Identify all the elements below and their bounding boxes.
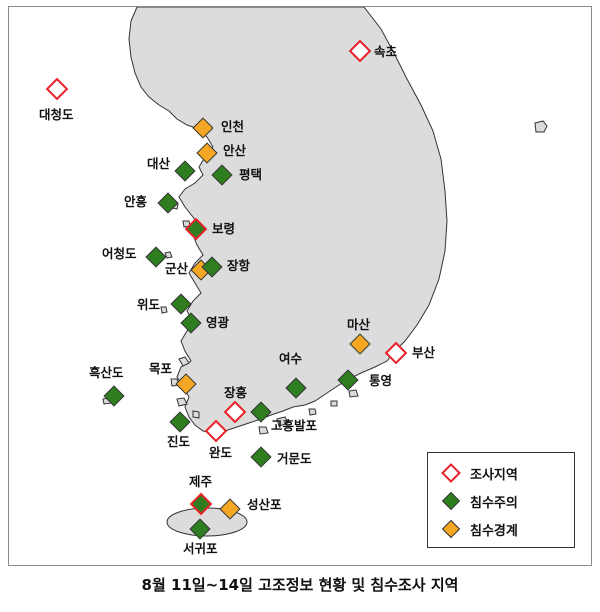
marker-tongyeong[interactable]: 통영 <box>337 369 392 391</box>
marker-jindo-diamond <box>169 411 191 433</box>
map-frame: 속초 대청도 인천 안산 대산 평택 안흥 보령 <box>8 6 592 566</box>
station-label-gunsan: 군산 <box>165 261 189 276</box>
station-label-goheungbalpo: 고흥발포 <box>271 418 318 433</box>
station-label-sokcho: 속초 <box>374 44 398 59</box>
marker-janghang-diamond <box>201 256 223 278</box>
marker-busan[interactable]: 부산 <box>384 341 436 365</box>
station-label-heuksando: 흑산도 <box>89 365 124 380</box>
legend-label-warning: 침수경계 <box>470 523 518 539</box>
station-label-geomundo: 거문도 <box>277 451 312 466</box>
station-label-boryeong: 보령 <box>212 221 235 236</box>
marker-yeosu-diamond <box>285 377 307 399</box>
legend-item-survey: 조사지역 <box>440 461 518 485</box>
marker-geomundo-diamond <box>250 446 272 468</box>
marker-jangheung[interactable]: 장흥 <box>223 385 248 424</box>
marker-daesan-diamond <box>174 160 196 182</box>
marker-heuksando[interactable]: 흑산도 <box>89 365 125 407</box>
station-label-yeonggwang: 영광 <box>206 315 230 330</box>
marker-ansan-diamond <box>196 142 218 164</box>
marker-anheung[interactable]: 안흥 <box>124 192 179 214</box>
marker-anheung-diamond <box>157 192 179 214</box>
station-label-jindo: 진도 <box>167 434 191 449</box>
station-label-wido: 위도 <box>137 297 161 312</box>
station-label-janghang: 장항 <box>227 258 251 273</box>
marker-goheungbalpo-diamond <box>250 401 272 423</box>
marker-incheon-diamond <box>192 117 214 139</box>
station-label-incheon: 인천 <box>221 119 244 134</box>
marker-yeosu[interactable]: 여수 <box>279 351 307 399</box>
legend-label-caution: 침수주의 <box>470 495 518 511</box>
legend-item-warning: 침수경계 <box>440 517 518 541</box>
station-label-daecheongdo: 대청도 <box>39 107 74 122</box>
marker-yeonggwang-diamond <box>180 312 202 334</box>
station-label-wando: 완도 <box>209 445 233 460</box>
station-label-seongsanpo: 성산포 <box>247 497 282 512</box>
station-label-anheung: 안흥 <box>124 194 148 209</box>
marker-masan-diamond <box>349 333 371 355</box>
marker-wando-diamond <box>204 419 228 443</box>
station-label-busan: 부산 <box>412 345 436 360</box>
marker-daecheongdo-diamond <box>45 77 69 101</box>
station-label-seogwipo: 서귀포 <box>183 541 218 556</box>
marker-seogwipo[interactable]: 서귀포 <box>183 518 218 556</box>
east-sea-islet <box>534 120 548 133</box>
marker-yeonggwang[interactable]: 영광 <box>180 312 230 334</box>
marker-jangheung-diamond <box>223 400 247 424</box>
legend-item-caution: 침수주의 <box>440 489 518 513</box>
station-label-jangheung: 장흥 <box>224 385 248 400</box>
station-label-jeju: 제주 <box>189 474 213 489</box>
south-coast-islands <box>102 389 359 435</box>
marker-boryeong-diamond <box>184 217 208 241</box>
marker-gunsan[interactable]: 군산 <box>165 259 212 281</box>
marker-mokpo[interactable]: 목포 <box>149 361 197 395</box>
station-label-tongyeong: 통영 <box>369 373 392 388</box>
marker-daesan[interactable]: 대산 <box>147 156 196 182</box>
marker-incheon[interactable]: 인천 <box>192 117 244 139</box>
marker-heuksando-diamond <box>103 385 125 407</box>
marker-wando[interactable]: 완도 <box>204 419 233 460</box>
marker-seogwipo-diamond <box>189 518 211 540</box>
marker-boryeong[interactable]: 보령 <box>184 217 235 241</box>
legend-label-survey: 조사지역 <box>470 467 518 483</box>
marker-wido-diamond <box>170 293 192 315</box>
marker-eocheongdo-diamond <box>145 246 167 268</box>
marker-jeju-diamond <box>189 492 213 516</box>
survey-diamond-icon <box>441 463 461 483</box>
station-label-mokpo: 목포 <box>149 361 173 376</box>
marker-ansan[interactable]: 안산 <box>196 142 247 164</box>
marker-pyeongtaek[interactable]: 평택 <box>211 164 262 186</box>
marker-pyeongtaek-diamond <box>211 164 233 186</box>
warning-diamond-icon <box>441 519 461 539</box>
marker-seongsanpo-diamond <box>219 498 241 520</box>
station-label-masan: 마산 <box>347 317 371 332</box>
marker-seongsanpo[interactable]: 성산포 <box>219 497 282 520</box>
marker-geomundo[interactable]: 거문도 <box>250 446 312 468</box>
marker-daecheongdo[interactable]: 대청도 <box>39 77 74 122</box>
marker-mokpo-diamond <box>175 373 197 395</box>
marker-jindo[interactable]: 진도 <box>167 411 191 449</box>
marker-sokcho-diamond <box>348 39 372 63</box>
marker-janghang[interactable]: 장항 <box>201 256 251 278</box>
station-label-ansan: 안산 <box>223 143 247 158</box>
korea-map: 속초 대청도 인천 안산 대산 평택 안흥 보령 <box>39 7 548 556</box>
marker-wido[interactable]: 위도 <box>137 293 192 315</box>
peninsula-landmass <box>128 7 448 434</box>
marker-busan-diamond <box>384 341 408 365</box>
marker-eocheongdo[interactable]: 어청도 <box>102 246 167 268</box>
marker-jeju[interactable]: 제주 <box>189 474 213 516</box>
station-label-pyeongtaek: 평택 <box>239 167 262 182</box>
marker-sokcho[interactable]: 속초 <box>348 39 398 63</box>
caution-diamond-icon <box>441 491 461 511</box>
marker-goheungbalpo[interactable]: 고흥발포 <box>250 401 318 433</box>
figure-caption: 8월 11일~14일 고조정보 현황 및 침수조사 지역 <box>141 576 459 594</box>
station-label-eocheongdo: 어청도 <box>102 246 137 261</box>
station-label-daesan: 대산 <box>147 156 171 171</box>
marker-masan[interactable]: 마산 <box>347 317 371 355</box>
map-legend: 조사지역 침수주의 침수경계 <box>427 452 575 548</box>
station-label-yeosu: 여수 <box>279 351 303 366</box>
marker-tongyeong-diamond <box>337 369 359 391</box>
